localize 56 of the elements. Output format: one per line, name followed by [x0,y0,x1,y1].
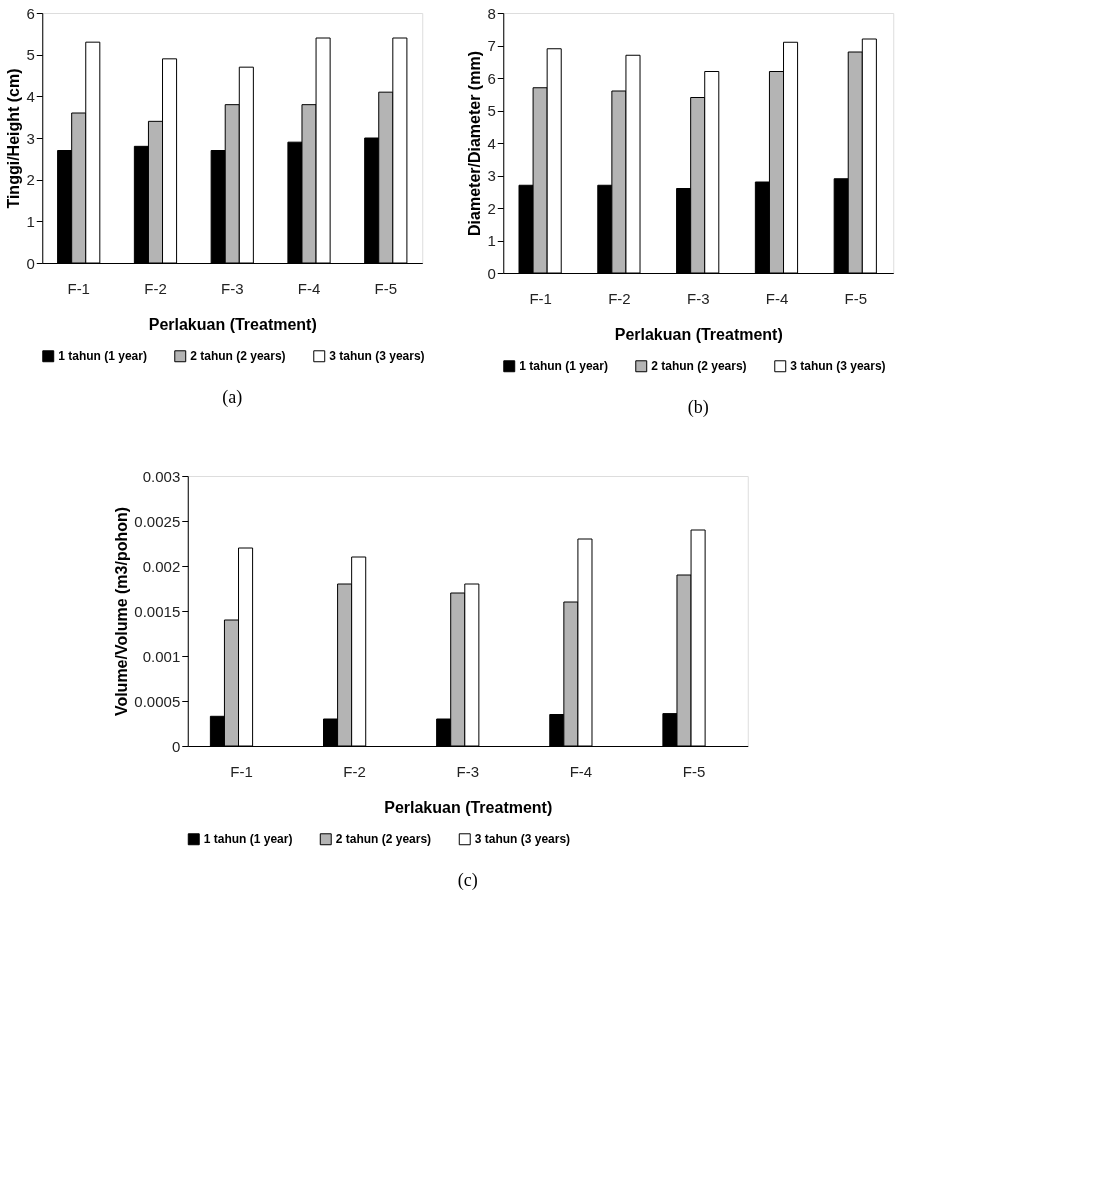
x-tick-label: F-1 [230,762,253,780]
legend-label: 1 tahun (1 year) [203,832,293,847]
y-tick-label: 0 [26,254,35,272]
legend-label: 1 tahun (1 year) [519,359,608,374]
y-tick-label: 3 [487,167,496,184]
x-axis-title: Perlakuan (Treatment) [384,798,553,816]
y-tick-label: 4 [26,87,35,105]
x-tick-label: F-4 [297,279,321,297]
x-tick-label: F-3 [221,279,244,297]
y-tick-label: 5 [26,46,35,64]
y-tick-label: 0 [487,264,496,282]
y-tick-label: 0 [171,737,181,755]
x-tick-label: F-5 [374,279,398,297]
y-tick-label: 2 [487,199,496,217]
x-tick-label: F-1 [529,289,552,307]
text: (b) [687,397,709,418]
y-tick-label: 4 [487,134,496,152]
x-tick-label: F-2 [343,762,366,780]
y-tick-label: 0.0015 [134,602,181,620]
y-tick-label: 0.0025 [134,512,181,530]
x-tick-label: F-5 [844,289,868,307]
x-tick-label: F-2 [608,289,631,307]
y-tick-label: 6 [26,4,35,22]
y-tick-label: 5 [487,102,496,119]
x-tick-label: F-5 [682,762,706,780]
y-tick-label: 1 [26,212,35,230]
legend-label: 2 tahun (2 years) [335,832,432,847]
legend-label: 2 tahun (2 years) [651,359,747,374]
text: (c) [457,870,478,891]
x-axis-title: Perlakuan (Treatment) [614,325,783,343]
y-axis-title: Tinggi/Height (cm) [5,68,23,209]
x-tick-label: F-4 [765,289,789,307]
y-tick-label: 3 [26,129,35,147]
y-tick-label: 0.002 [142,557,181,575]
y-axis-title: Volume/Volume (m3/pohon) [113,506,131,717]
legend-label: 1 tahun (1 year) [58,349,147,364]
legend-label: 3 tahun (3 years) [329,349,425,364]
y-tick-label: 2 [26,171,35,189]
x-tick-label: F-3 [687,289,710,307]
x-axis-title: Perlakuan (Treatment) [148,315,317,333]
y-axis-title: Diameter/Diameter (mm) [466,51,484,236]
x-tick-label: F-4 [569,762,593,780]
y-tick-label: 0.001 [142,647,181,665]
y-tick-label: 0.0005 [134,692,181,710]
y-tick-label: 7 [487,37,496,54]
legend-label: 2 tahun (2 years) [190,349,286,364]
legend-label: 3 tahun (3 years) [474,832,571,847]
legend-label: 3 tahun (3 years) [790,359,886,374]
x-tick-label: F-3 [456,762,479,780]
x-tick-label: F-2 [144,279,167,297]
y-tick-label: 0.003 [142,467,181,485]
text: (a) [222,387,243,408]
x-tick-label: F-1 [67,279,90,297]
y-tick-label: 1 [487,232,496,249]
y-tick-label: 6 [487,69,496,87]
y-tick-label: 8 [487,4,496,22]
